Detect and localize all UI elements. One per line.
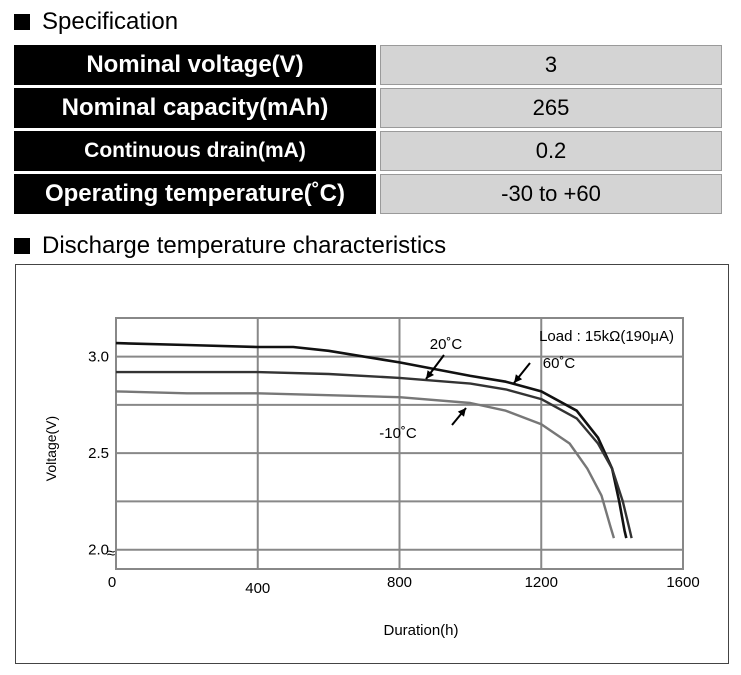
series-label-2: -10˚C — [379, 425, 417, 442]
chart-frame: 0 400 800 1200 1600 2.0 2.5 3.0 20˚C 60˚C -10˚C Vo… — [15, 264, 729, 664]
square-bullet-icon — [14, 238, 30, 254]
x-tick-label: 800 — [387, 574, 412, 591]
square-bullet-icon — [14, 14, 30, 30]
series-line-1 — [116, 370, 633, 539]
spec-value-continuous-drain: 0.2 — [380, 131, 722, 171]
table-row: Nominal capacity(mAh) 265 — [14, 88, 722, 128]
specification-title: Specification — [42, 8, 179, 35]
discharge-title: Discharge temperature characteristics — [42, 232, 447, 259]
y-tick-label: 2.0 — [88, 542, 109, 559]
chart-grid — [115, 317, 684, 570]
table-row: Nominal voltage(V) 3 — [14, 45, 722, 85]
spec-value-nominal-voltage: 3 — [380, 45, 722, 85]
y-axis-label: Voltage(V) — [43, 416, 59, 481]
arrowhead-icon — [426, 370, 434, 379]
specification-table: Nominal voltage(V) 3 Nominal capacity(mA… — [14, 42, 722, 217]
spec-label-continuous-drain: Continuous drain(mA) — [14, 131, 380, 171]
spec-label-nominal-voltage: Nominal voltage(V) — [14, 45, 380, 85]
spec-label-operating-temperature: Operating temperature(˚C) — [14, 174, 380, 214]
arrowhead-icon — [514, 374, 523, 383]
series-line-2 — [115, 390, 616, 539]
axis-break-mark: ≈ — [107, 545, 115, 562]
load-annotation: Load : 15kΩ(190μA) — [539, 328, 674, 345]
specification-heading: Specification — [14, 8, 178, 36]
chart-series-group — [115, 341, 633, 539]
y-tick-label: 2.5 — [88, 445, 109, 462]
x-tick-label: 400 — [245, 580, 270, 597]
chart-ticks-group: 0 400 800 1200 1600 2.0 2.5 3.0 20˚C 60˚C -10˚C — [88, 336, 700, 597]
y-tick-label: 3.0 — [88, 349, 109, 366]
series-label-1: 60˚C — [543, 355, 576, 372]
spec-value-operating-temperature: -30 to +60 — [380, 174, 722, 214]
table-row: Operating temperature(˚C) -30 to +60 — [14, 174, 722, 214]
x-tick-label: 1600 — [666, 574, 699, 591]
spec-value-nominal-capacity: 265 — [380, 88, 722, 128]
table-row: Continuous drain(mA) 0.2 — [14, 131, 722, 171]
x-tick-label: 1200 — [525, 574, 558, 591]
series-line-0 — [115, 341, 628, 539]
arrowhead-icon — [457, 408, 466, 417]
discharge-heading: Discharge temperature characteristics — [14, 232, 446, 260]
x-tick-label: 0 — [108, 574, 116, 591]
spec-label-nominal-capacity: Nominal capacity(mAh) — [14, 88, 380, 128]
series-label-0: 20˚C — [430, 336, 463, 353]
discharge-chart: 0 400 800 1200 1600 2.0 2.5 3.0 20˚C 60˚C -10˚C Vo… — [43, 317, 700, 639]
x-axis-label: Duration(h) — [383, 622, 458, 639]
